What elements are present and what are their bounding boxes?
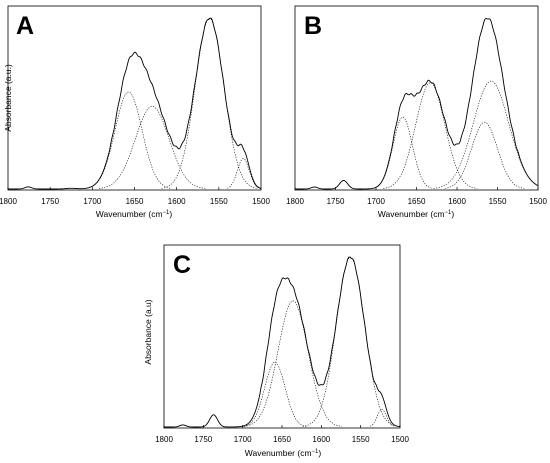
measured-spectrum	[164, 256, 401, 428]
component-band-4	[369, 409, 394, 427]
x-tick-label: 1800	[0, 197, 17, 206]
x-axis-title-exponent: −1	[445, 210, 453, 216]
x-tick-label: 1650	[126, 197, 144, 206]
x-tick-label: 1500	[529, 197, 547, 206]
x-axis-title-close: )	[318, 448, 321, 458]
spectrum-curves	[8, 17, 262, 190]
component-band-1	[243, 361, 307, 427]
measured-spectrum	[295, 17, 539, 190]
panel-a: A Absorbance (a.u.) Wavenumber (cm−1) 18…	[0, 5, 270, 219]
panel-b: B Wavenumber (cm−1) 1800 1750 1700 1650 1600…	[286, 5, 547, 219]
component-band-4	[444, 121, 525, 189]
x-tick-label: 1700	[234, 435, 252, 444]
x-axis-title-close: )	[451, 209, 454, 219]
panel-c: C Absorbance (a.u) Wavenumber (cm−1) 180…	[143, 244, 409, 458]
x-tick-label: 1750	[327, 197, 345, 206]
spectrum-curves	[295, 17, 539, 190]
x-axis-title: Wavenumber (cm−1)	[378, 209, 455, 219]
x-tick-label: 1750	[41, 197, 59, 206]
component-band-2	[383, 82, 478, 189]
component-band-3	[161, 17, 258, 189]
x-tick-label: 1600	[312, 435, 330, 444]
x-axis-title: Wavenumber (cm−1)	[96, 209, 173, 219]
spectrum-curves	[164, 256, 401, 428]
plot-frame	[7, 5, 262, 191]
x-tick-label: 1650	[408, 197, 426, 206]
panel-letter: A	[16, 12, 34, 40]
x-axis-title-text: Wavenumber (cm	[378, 209, 445, 219]
x-tick-label: 1500	[391, 435, 409, 444]
x-tick-label: 1800	[286, 197, 304, 206]
component-band-3	[302, 256, 399, 427]
component-band-4	[227, 158, 260, 189]
x-tick-label: 1550	[489, 197, 507, 206]
y-axis-title: Absorbance (a.u)	[143, 299, 153, 364]
x-tick-label: 1700	[83, 197, 101, 206]
x-axis-title-text: Wavenumber (cm	[96, 209, 163, 219]
x-axis-title-close: )	[169, 209, 172, 219]
x-axis-title-exponent: −1	[312, 449, 320, 455]
component-band-1	[372, 116, 433, 189]
x-tick-label: 1800	[155, 435, 173, 444]
plot-frame	[163, 244, 401, 429]
measured-spectrum	[8, 17, 262, 190]
x-axis-title-text: Wavenumber (cm	[245, 448, 312, 458]
x-tick-label: 1600	[448, 197, 466, 206]
x-tick-label: 1750	[194, 435, 212, 444]
x-axis-title-exponent: −1	[163, 210, 171, 216]
panel-letter: B	[304, 12, 322, 40]
x-tick-label: 1650	[273, 435, 291, 444]
x-axis-title: Wavenumber (cm−1)	[245, 448, 322, 458]
x-tick-label: 1550	[352, 435, 370, 444]
panel-letter: C	[173, 251, 191, 279]
y-axis-title: Absorbance (a.u.)	[3, 64, 13, 132]
x-axis-ticks: 1800 1750 1700 1650 1600 1550 1500	[0, 187, 270, 206]
x-tick-label: 1700	[367, 197, 385, 206]
x-tick-label: 1500	[252, 197, 270, 206]
component-band-2	[244, 300, 342, 427]
component-band-1	[85, 91, 172, 189]
x-tick-label: 1600	[168, 197, 186, 206]
x-tick-label: 1550	[210, 197, 228, 206]
